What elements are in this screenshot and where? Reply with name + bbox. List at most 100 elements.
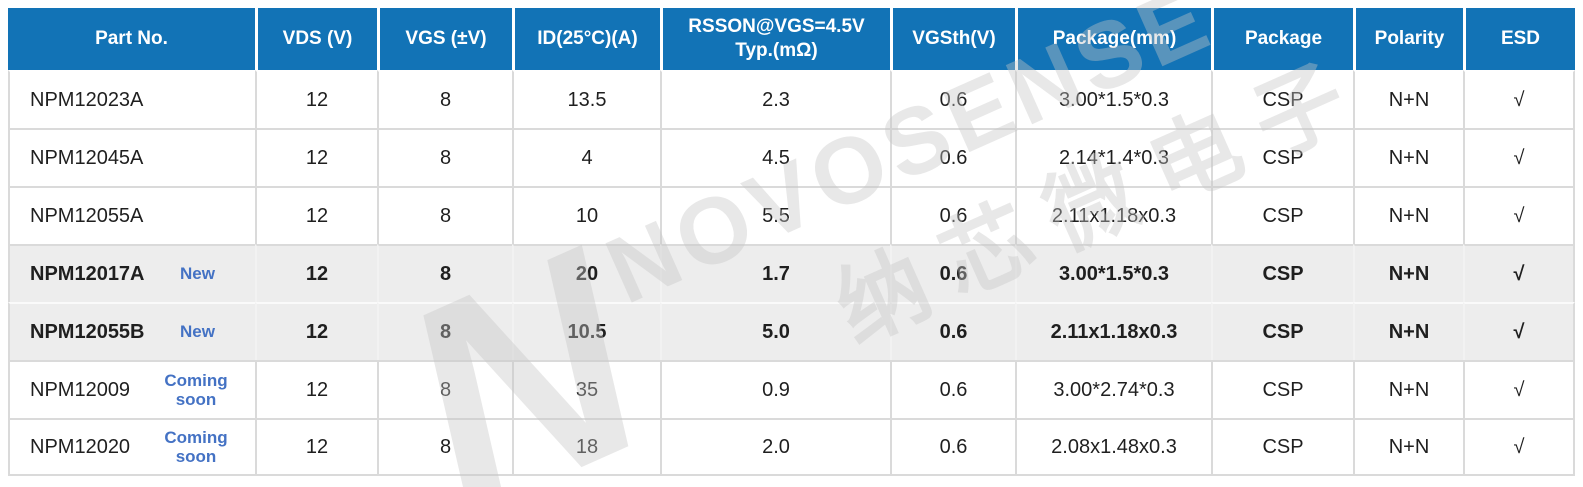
- cell-vgsth: 0.6: [890, 244, 1015, 302]
- cell-rsson: 5.0: [660, 302, 890, 360]
- cell-vds: 12: [255, 360, 377, 418]
- cell-part-no: NPM12045A: [8, 128, 255, 186]
- part-number: NPM12055A: [30, 204, 144, 227]
- cell-package-mm: 2.11x1.18x0.3: [1015, 302, 1211, 360]
- cell-vgsth: 0.6: [890, 360, 1015, 418]
- part-number: NPM12045A: [30, 146, 144, 169]
- cell-part-no: NPM12009 Coming soon: [8, 360, 255, 418]
- cell-package-mm: 3.00*1.5*0.3: [1015, 70, 1211, 128]
- cell-package: CSP: [1211, 244, 1353, 302]
- cell-esd: √: [1463, 244, 1575, 302]
- cell-vgs: 8: [377, 360, 512, 418]
- cell-polarity: N+N: [1353, 186, 1463, 244]
- availability-tag: Coming soon: [164, 370, 228, 409]
- cell-esd: √: [1463, 418, 1575, 476]
- cell-vgs: 8: [377, 302, 512, 360]
- cell-rsson: 2.0: [660, 418, 890, 476]
- cell-rsson: 0.9: [660, 360, 890, 418]
- cell-vgsth: 0.6: [890, 302, 1015, 360]
- cell-vds: 12: [255, 418, 377, 476]
- cell-part-no: NPM12017A New: [8, 244, 255, 302]
- part-cell-content: NPM12009 Coming soon: [10, 362, 255, 418]
- table-row: NPM12017A New 12 8 20 1.7 0.6 3.00*1.5*0.3 CSP N+…: [8, 244, 1575, 302]
- cell-esd: √: [1463, 128, 1575, 186]
- part-number: NPM12017A: [30, 262, 145, 285]
- part-number: NPM12055B: [30, 320, 145, 343]
- cell-package-mm: 2.08x1.48x0.3: [1015, 418, 1211, 476]
- part-cell-content: NPM12020 Coming soon: [10, 420, 255, 474]
- table-row: NPM12020 Coming soon 12 8 18 2.0 0.6 2.08x1.48x…: [8, 418, 1575, 476]
- cell-vds: 12: [255, 302, 377, 360]
- cell-vgsth: 0.6: [890, 418, 1015, 476]
- cell-rsson: 4.5: [660, 128, 890, 186]
- part-cell-content: NPM12017A New: [10, 246, 255, 302]
- part-cell-content: NPM12023A: [10, 72, 255, 128]
- availability-tag: New: [180, 322, 215, 342]
- cell-package: CSP: [1211, 186, 1353, 244]
- cell-id-25c: 35: [512, 360, 660, 418]
- column-header-esd: ESD: [1463, 8, 1575, 70]
- cell-part-no: NPM12055B New: [8, 302, 255, 360]
- table-header-row: Part No. VDS (V) VGS (±V) ID(25°C)(A) RSSON@…: [8, 8, 1575, 70]
- part-cell-content: NPM12045A: [10, 130, 255, 186]
- cell-esd: √: [1463, 70, 1575, 128]
- cell-id-25c: 13.5: [512, 70, 660, 128]
- cell-polarity: N+N: [1353, 418, 1463, 476]
- cell-part-no: NPM12055A: [8, 186, 255, 244]
- table-row: NPM12009 Coming soon 12 8 35 0.9 0.6 3.00*2.74*…: [8, 360, 1575, 418]
- cell-package: CSP: [1211, 360, 1353, 418]
- cell-vgs: 8: [377, 244, 512, 302]
- cell-polarity: N+N: [1353, 70, 1463, 128]
- cell-esd: √: [1463, 302, 1575, 360]
- cell-esd: √: [1463, 360, 1575, 418]
- column-header-polarity: Polarity: [1353, 8, 1463, 70]
- cell-part-no: NPM12020 Coming soon: [8, 418, 255, 476]
- part-number: NPM12009: [30, 378, 131, 401]
- column-header-id-25c: ID(25°C)(A): [512, 8, 660, 70]
- table-row: NPM12045A 12 8 4 4.5 0.6 2.14*1.4*0.3 CSP N+N √: [8, 128, 1575, 186]
- cell-rsson: 5.5: [660, 186, 890, 244]
- table-row: NPM12055B New 12 8 10.5 5.0 0.6 2.11x1.18x0.3 CS…: [8, 302, 1575, 360]
- cell-vgs: 8: [377, 418, 512, 476]
- column-header-vgsth: VGSth(V): [890, 8, 1015, 70]
- column-header-package-mm: Package(mm): [1015, 8, 1211, 70]
- cell-package-mm: 2.11x1.18x0.3: [1015, 186, 1211, 244]
- cell-id-25c: 18: [512, 418, 660, 476]
- cell-id-25c: 4: [512, 128, 660, 186]
- part-cell-content: NPM12055A: [10, 188, 255, 244]
- part-number: NPM12023A: [30, 88, 144, 111]
- column-header-package: Package: [1211, 8, 1353, 70]
- cell-polarity: N+N: [1353, 360, 1463, 418]
- cell-vgs: 8: [377, 186, 512, 244]
- cell-rsson: 1.7: [660, 244, 890, 302]
- cell-polarity: N+N: [1353, 244, 1463, 302]
- part-cell-content: NPM12055B New: [10, 304, 255, 360]
- cell-vgsth: 0.6: [890, 70, 1015, 128]
- availability-tag: Coming soon: [164, 427, 228, 466]
- table-row: NPM12023A 12 8 13.5 2.3 0.6 3.00*1.5*0.3 CSP N+N…: [8, 70, 1575, 128]
- cell-package: CSP: [1211, 70, 1353, 128]
- cell-package-mm: 3.00*2.74*0.3: [1015, 360, 1211, 418]
- column-header-vgs: VGS (±V): [377, 8, 512, 70]
- part-number: NPM12020: [30, 435, 131, 458]
- table-body: NPM12023A 12 8 13.5 2.3 0.6 3.00*1.5*0.3 CSP N+N…: [8, 70, 1575, 476]
- cell-vgsth: 0.6: [890, 128, 1015, 186]
- column-header-part-no: Part No.: [8, 8, 255, 70]
- table-row: NPM12055A 12 8 10 5.5 0.6 2.11x1.18x0.3 CSP N+N √: [8, 186, 1575, 244]
- cell-package-mm: 3.00*1.5*0.3: [1015, 244, 1211, 302]
- cell-package-mm: 2.14*1.4*0.3: [1015, 128, 1211, 186]
- cell-vds: 12: [255, 128, 377, 186]
- cell-esd: √: [1463, 186, 1575, 244]
- cell-vgsth: 0.6: [890, 186, 1015, 244]
- cell-id-25c: 20: [512, 244, 660, 302]
- cell-id-25c: 10.5: [512, 302, 660, 360]
- availability-tag: New: [180, 264, 215, 284]
- cell-vgs: 8: [377, 128, 512, 186]
- cell-package: CSP: [1211, 302, 1353, 360]
- cell-id-25c: 10: [512, 186, 660, 244]
- product-table: Part No. VDS (V) VGS (±V) ID(25°C)(A) RSSON@…: [8, 8, 1575, 476]
- cell-package: CSP: [1211, 418, 1353, 476]
- column-header-rsson: RSSON@VGS=4.5V Typ.(mΩ): [660, 8, 890, 70]
- cell-vds: 12: [255, 186, 377, 244]
